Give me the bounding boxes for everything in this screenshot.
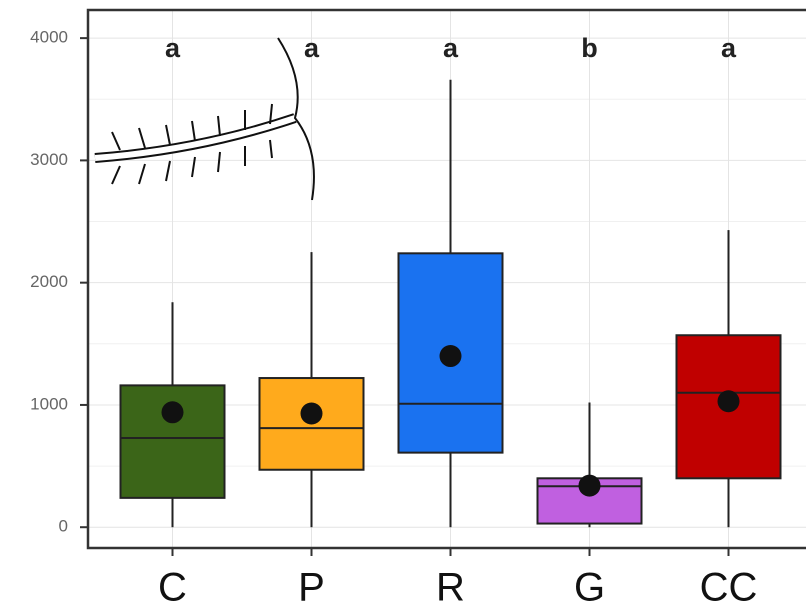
annotation: a <box>304 33 320 63</box>
centipede-illustration <box>94 37 315 201</box>
annotation: a <box>443 33 459 63</box>
annotation: b <box>581 33 598 63</box>
x-tick-label: R <box>436 566 465 610</box>
y-tick-label: 0 <box>59 517 68 536</box>
x-tick-label: G <box>574 566 605 610</box>
y-tick-label: 1000 <box>30 394 68 413</box>
mean-dot <box>439 345 462 368</box>
y-tick-label: 3000 <box>30 150 68 169</box>
annotation: a <box>165 33 181 63</box>
x-tick-label: CC <box>700 566 758 610</box>
y-tick-label: 4000 <box>30 28 68 47</box>
box <box>119 384 226 499</box>
mean-dot <box>161 401 184 424</box>
x-tick-label: P <box>298 566 325 610</box>
mean-dot <box>717 390 740 413</box>
axis-frame <box>86 8 806 550</box>
mean-dot <box>300 402 323 425</box>
mean-dot <box>578 474 601 497</box>
x-tick-label: C <box>158 566 187 610</box>
annotation: a <box>721 33 737 63</box>
y-tick-label: 2000 <box>30 272 68 291</box>
